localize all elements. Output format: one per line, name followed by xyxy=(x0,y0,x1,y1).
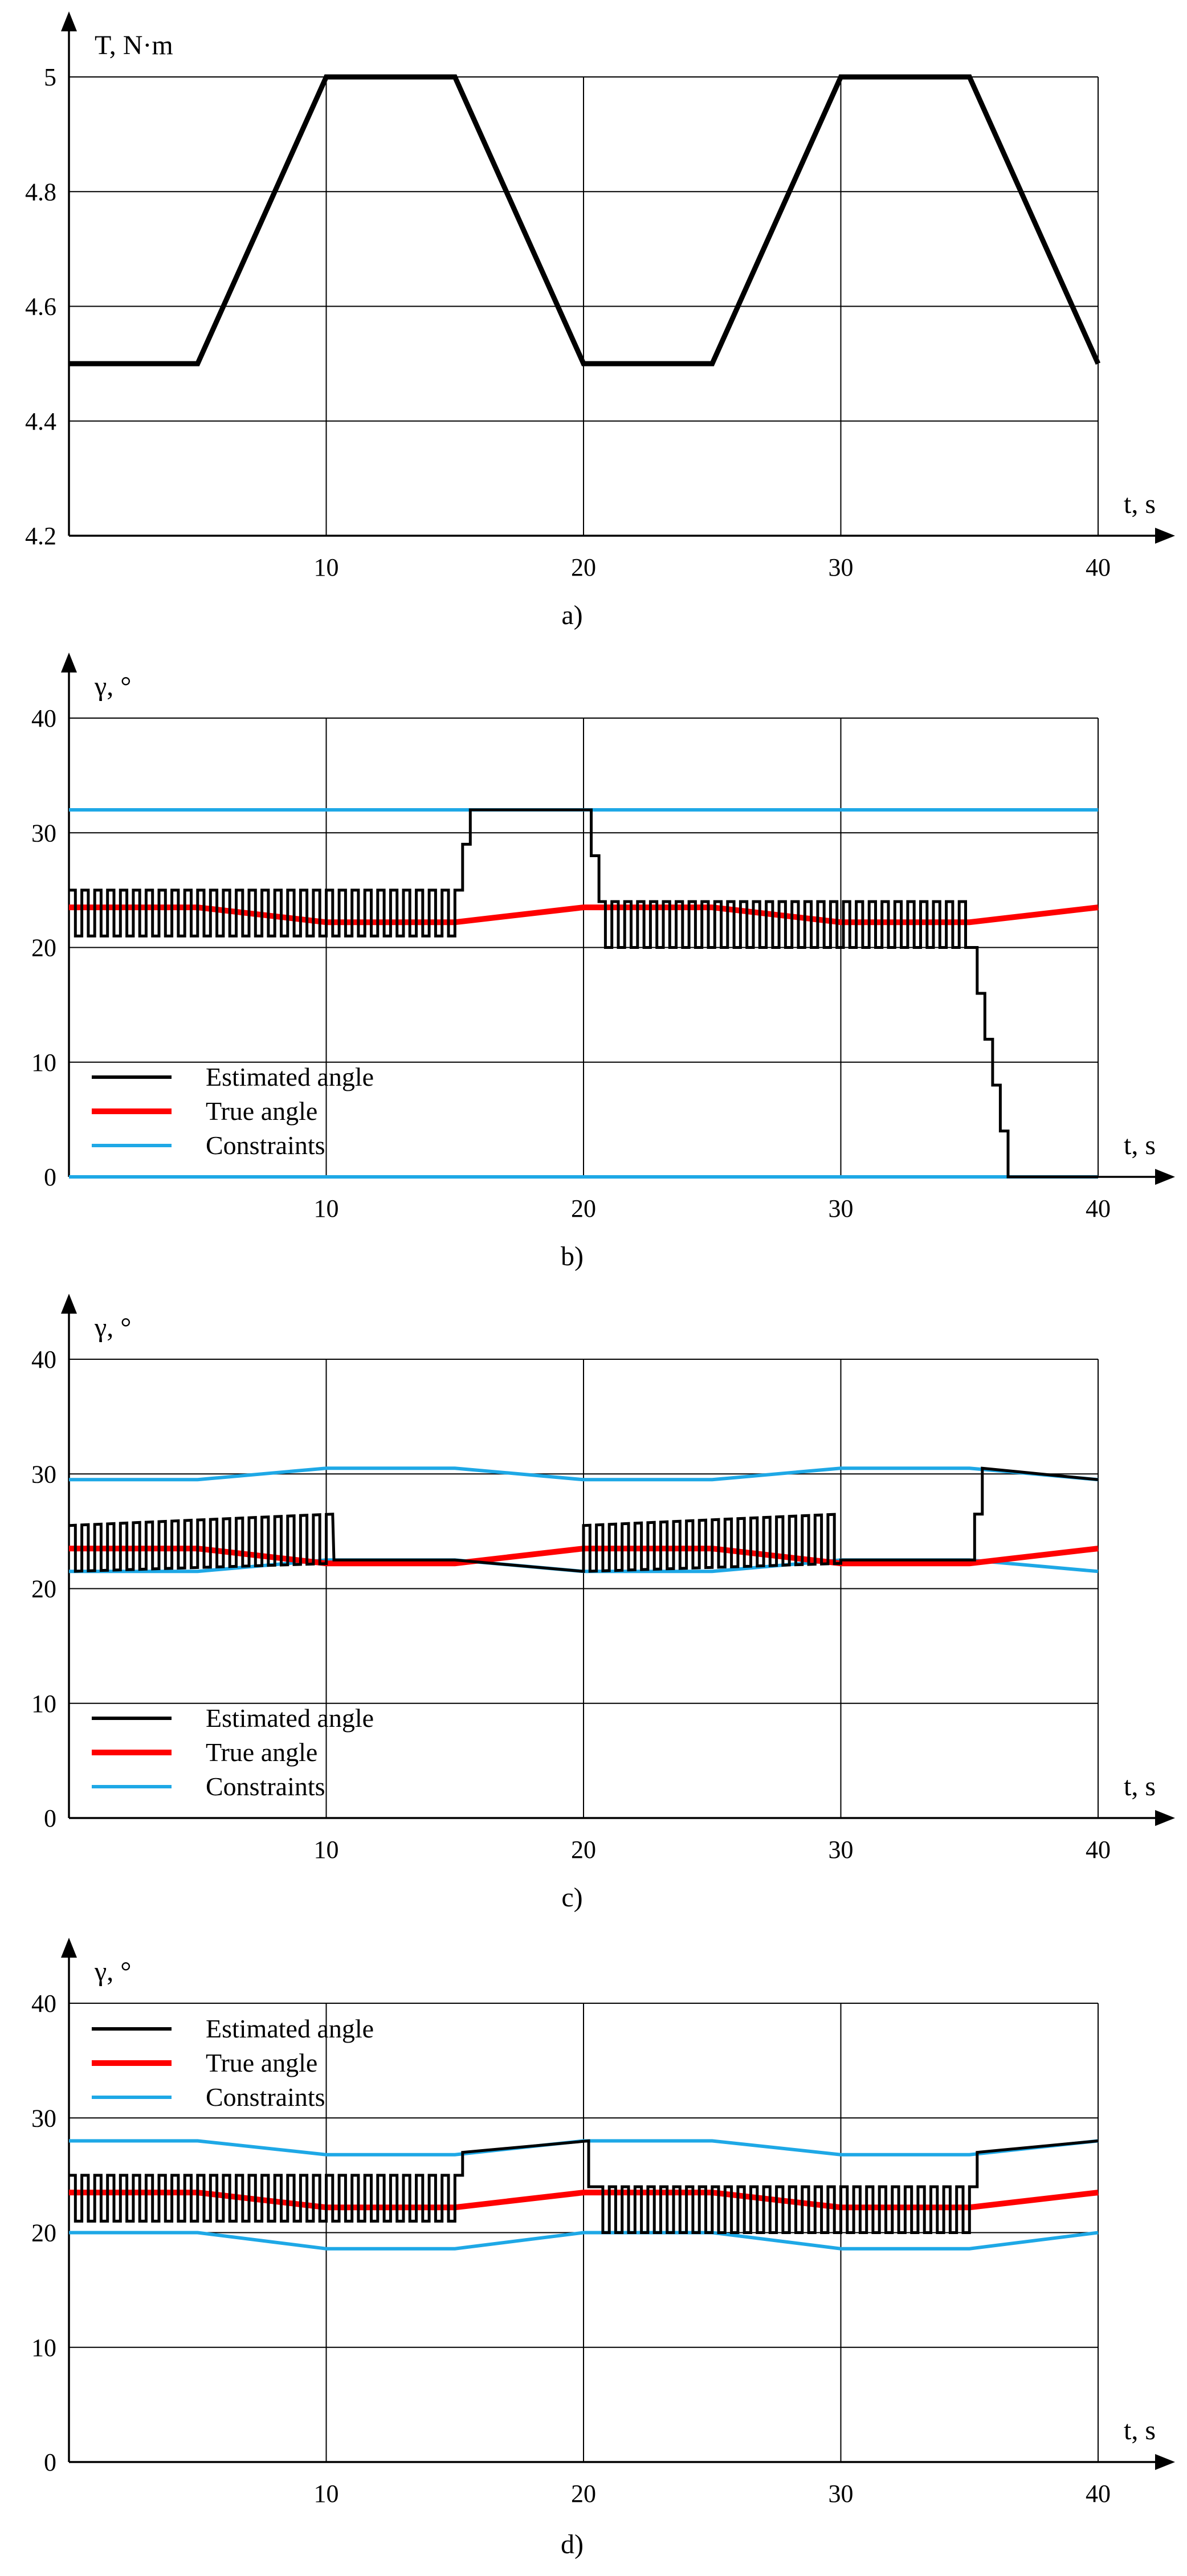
y-tick-label: 10 xyxy=(31,2334,56,2362)
x-axis-label: t, s xyxy=(1124,2415,1156,2445)
x-tick-label: 30 xyxy=(829,1836,854,1864)
y-axis-arrow-icon xyxy=(61,1294,77,1314)
y-tick-label: 40 xyxy=(31,704,56,732)
y-tick-label: 0 xyxy=(44,1163,56,1191)
y-tick-label: 20 xyxy=(31,934,56,962)
series-constraints-upper xyxy=(69,1466,1099,1482)
y-tick-label: 30 xyxy=(31,819,56,847)
x-axis-arrow-icon xyxy=(1155,1169,1175,1185)
y-tick-label: 30 xyxy=(31,2104,56,2132)
panel-label: c) xyxy=(561,1882,582,1913)
y-tick-label: 20 xyxy=(31,1575,56,1603)
series-estimated-angle xyxy=(69,808,1098,1179)
x-tick-label: 10 xyxy=(314,553,339,581)
legend: Estimated angle True angle Constraints xyxy=(92,1703,374,1801)
y-tick-label: 10 xyxy=(31,1049,56,1077)
y-tick-label: 20 xyxy=(31,2219,56,2247)
y-axis-arrow-icon xyxy=(61,653,77,672)
x-axis-label: t, s xyxy=(1124,1771,1156,1801)
series-group xyxy=(69,2139,1099,2251)
y-tick-label: 4.6 xyxy=(25,293,56,321)
legend-label: Estimated angle xyxy=(206,1703,374,1733)
y-axis-label: T, N·m xyxy=(95,30,173,60)
x-tick-label: 40 xyxy=(1086,1836,1111,1864)
y-tick-label: 4.2 xyxy=(25,522,56,550)
y-axis-arrow-icon xyxy=(61,1938,77,1958)
legend: Estimated angle True angle Constraints xyxy=(92,2014,374,2112)
series-torque xyxy=(69,74,1100,366)
x-tick-label: 30 xyxy=(829,1195,854,1222)
plot-panel-b: 10 20 30 40 0 10 20 30 40 t, s γ, ° b) Estimated ang… xyxy=(31,653,1175,1271)
legend-label: Constraints xyxy=(206,2082,325,2112)
y-tick-label: 5 xyxy=(44,63,56,91)
panel-label: a) xyxy=(561,600,582,630)
x-axis-label: t, s xyxy=(1124,489,1156,519)
series-true-angle xyxy=(69,2190,1099,2211)
panel-label: d) xyxy=(561,2529,584,2559)
series-estimated-angle xyxy=(68,1466,1099,1574)
x-tick-label: 40 xyxy=(1086,553,1111,581)
x-tick-label: 10 xyxy=(314,1195,339,1222)
series-constraints-lower xyxy=(69,2231,1099,2251)
x-tick-label: 20 xyxy=(571,2480,596,2508)
legend-label: Estimated angle xyxy=(206,2014,374,2043)
y-tick-label: 0 xyxy=(44,2448,56,2476)
y-tick-label: 0 xyxy=(44,1804,56,1832)
plot-panel-a: 10 20 30 40 4.2 4.4 4.6 4.8 5 t, s T, N·m a) xyxy=(25,11,1175,630)
y-tick-label: 30 xyxy=(31,1460,56,1488)
y-tick-label: 40 xyxy=(31,1990,56,2017)
x-axis-arrow-icon xyxy=(1155,2454,1175,2470)
x-axis-label: t, s xyxy=(1124,1130,1156,1160)
legend-label: True angle xyxy=(206,1097,317,1126)
series-group xyxy=(69,74,1100,366)
y-axis-label: γ, ° xyxy=(94,1957,131,1987)
x-tick-label: 10 xyxy=(314,2480,339,2508)
y-tick-label: 40 xyxy=(31,1346,56,1373)
plot-panel-d: 10 20 30 40 0 10 20 30 40 t, s γ, ° d) Estimated ang… xyxy=(31,1938,1175,2559)
series-estimated-angle xyxy=(69,2139,1099,2234)
y-axis-label: γ, ° xyxy=(94,1313,131,1343)
x-tick-label: 20 xyxy=(571,1195,596,1222)
legend-label: Constraints xyxy=(206,1131,325,1160)
x-tick-label: 20 xyxy=(571,553,596,581)
y-tick-label: 10 xyxy=(31,1690,56,1718)
x-axis-arrow-icon xyxy=(1155,1810,1175,1826)
y-tick-label: 4.4 xyxy=(25,407,56,435)
legend-label: True angle xyxy=(206,1738,317,1767)
panel-label: b) xyxy=(561,1241,584,1271)
x-tick-label: 40 xyxy=(1086,2480,1111,2508)
series-group xyxy=(69,808,1099,1179)
legend: Estimated angle True angle Constraints xyxy=(92,1062,374,1160)
plot-panel-c: 10 20 30 40 0 10 20 30 40 t, s γ, ° c) Estimated ang… xyxy=(31,1294,1175,1913)
x-tick-label: 30 xyxy=(829,2480,854,2508)
y-tick-label: 4.8 xyxy=(25,178,56,206)
x-tick-label: 20 xyxy=(571,1836,596,1864)
legend-label: Constraints xyxy=(206,1772,325,1801)
x-tick-label: 40 xyxy=(1086,1195,1111,1222)
x-tick-label: 10 xyxy=(314,1836,339,1864)
legend-label: True angle xyxy=(206,2048,317,2077)
series-group xyxy=(68,1466,1099,1574)
x-tick-label: 30 xyxy=(829,553,854,581)
y-axis-arrow-icon xyxy=(61,11,77,31)
legend-label: Estimated angle xyxy=(206,1062,374,1091)
y-axis-label: γ, ° xyxy=(94,671,131,702)
x-axis-arrow-icon xyxy=(1155,528,1175,544)
